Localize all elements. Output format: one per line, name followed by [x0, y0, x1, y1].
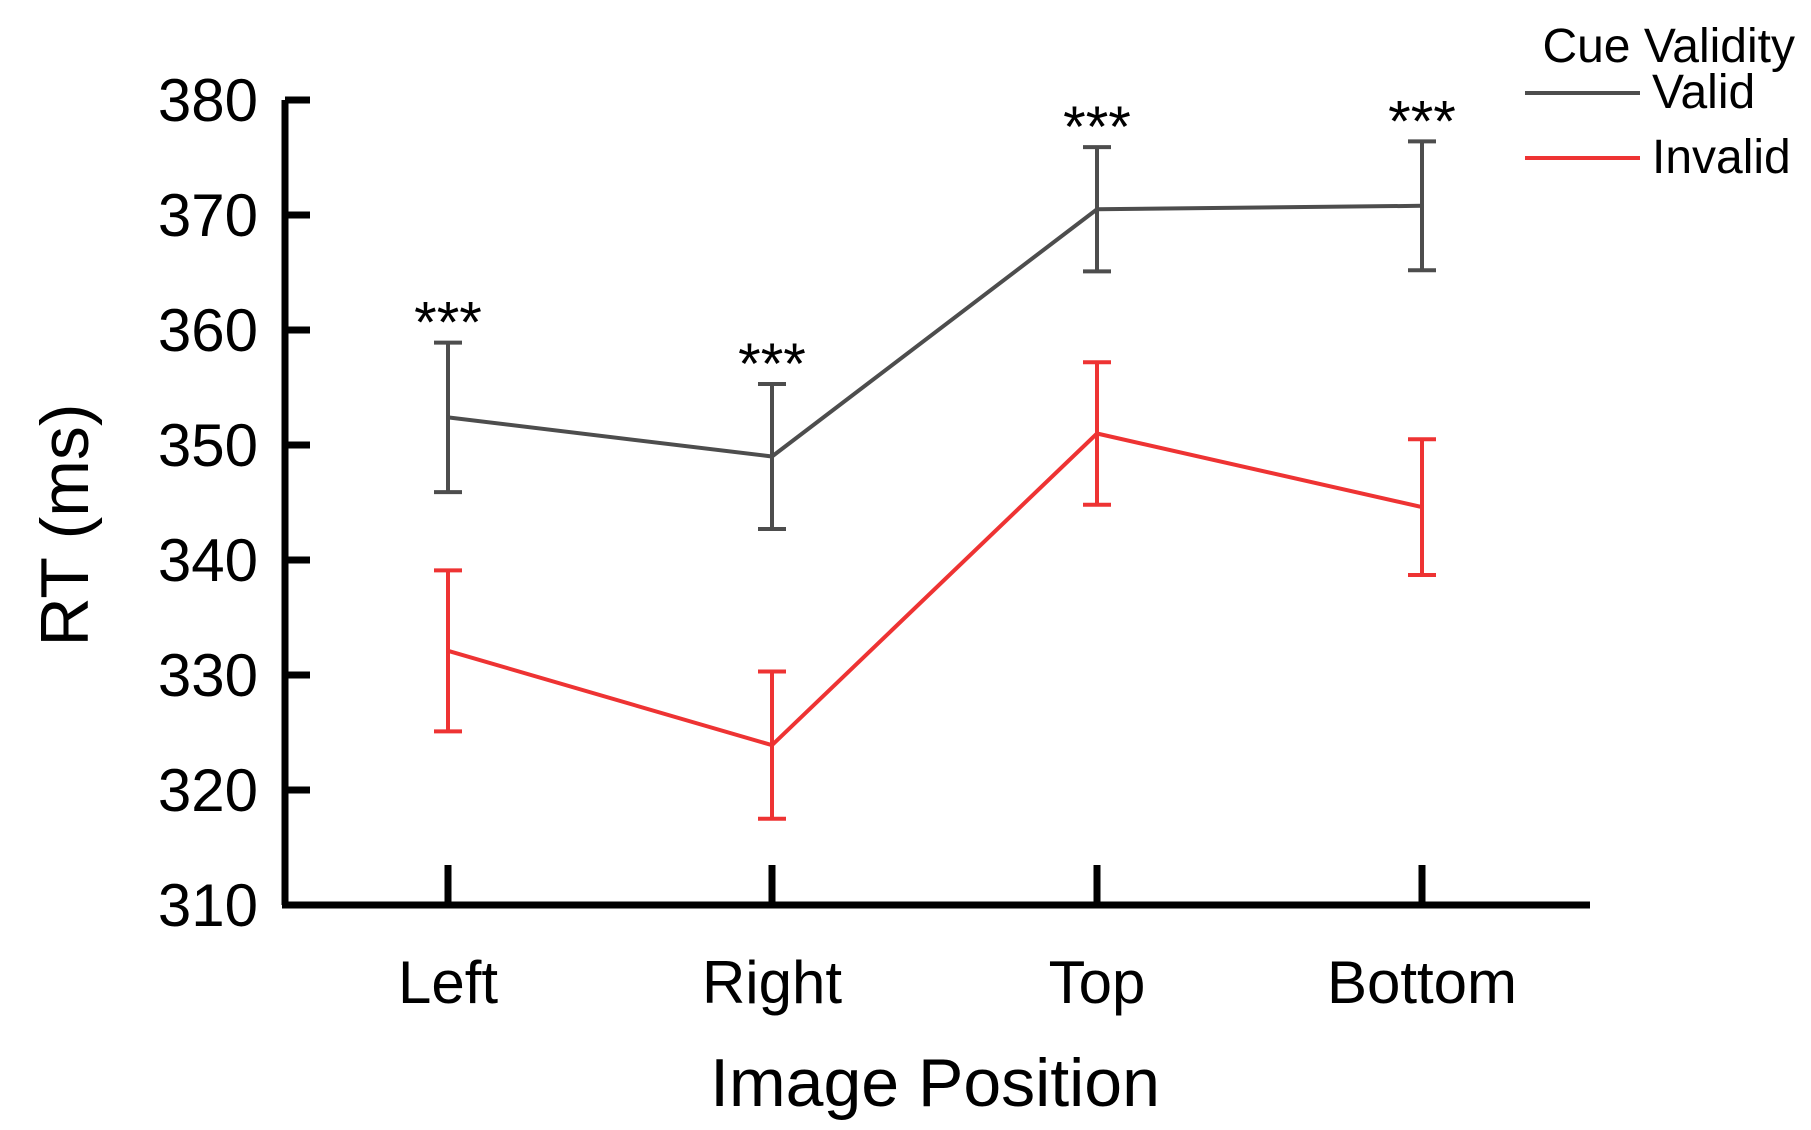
axes: 310 320 330 340 350 360 370 380 Left Right Top Bot… — [158, 67, 1590, 1016]
series-invalid — [434, 360, 1436, 821]
legend-label-invalid: Invalid — [1652, 131, 1791, 184]
legend: Cue Validity Valid Invalid — [1525, 20, 1795, 184]
y-tick-label: 340 — [158, 527, 258, 594]
x-tick-label: Top — [1049, 949, 1146, 1016]
y-tick-label: 360 — [158, 297, 258, 364]
x-tick-label: Bottom — [1327, 949, 1517, 1016]
legend-label-valid: Valid — [1652, 66, 1755, 119]
x-axis-title: Image Position — [710, 1045, 1160, 1121]
data-point-invalid — [1095, 431, 1099, 436]
data-point-valid — [446, 415, 450, 420]
y-tick-label: 370 — [158, 182, 258, 249]
data-point-invalid — [1420, 505, 1424, 510]
significance-mark: *** — [414, 291, 482, 356]
significance-mark: *** — [1388, 89, 1456, 154]
x-tick-label: Left — [398, 949, 498, 1016]
y-tick-label: 350 — [158, 412, 258, 479]
data-point-invalid — [446, 648, 450, 653]
y-ticks: 310 320 330 340 350 360 370 380 — [158, 67, 310, 939]
significance-annotations: *** *** *** *** — [414, 89, 1456, 397]
y-tick-label: 310 — [158, 872, 258, 939]
data-point-valid — [1095, 207, 1099, 212]
series-valid — [434, 139, 1436, 531]
significance-mark: *** — [1063, 95, 1131, 160]
data-point-valid — [770, 454, 774, 459]
data-point-invalid — [770, 743, 774, 748]
legend-items: Valid Invalid — [1525, 66, 1791, 184]
series-layer — [434, 139, 1436, 821]
data-point-valid — [1420, 203, 1424, 208]
series-line-invalid — [447, 431, 1423, 748]
series-line-valid — [447, 203, 1423, 459]
significance-mark: *** — [738, 332, 806, 397]
legend-title: Cue Validity — [1542, 20, 1795, 73]
y-tick-label: 380 — [158, 67, 258, 134]
x-ticks: Left Right Top Bottom — [398, 865, 1517, 1016]
y-tick-label: 330 — [158, 642, 258, 709]
y-axis-title: RT (ms) — [27, 403, 103, 646]
x-tick-label: Right — [702, 949, 842, 1016]
y-tick-label: 320 — [158, 757, 258, 824]
